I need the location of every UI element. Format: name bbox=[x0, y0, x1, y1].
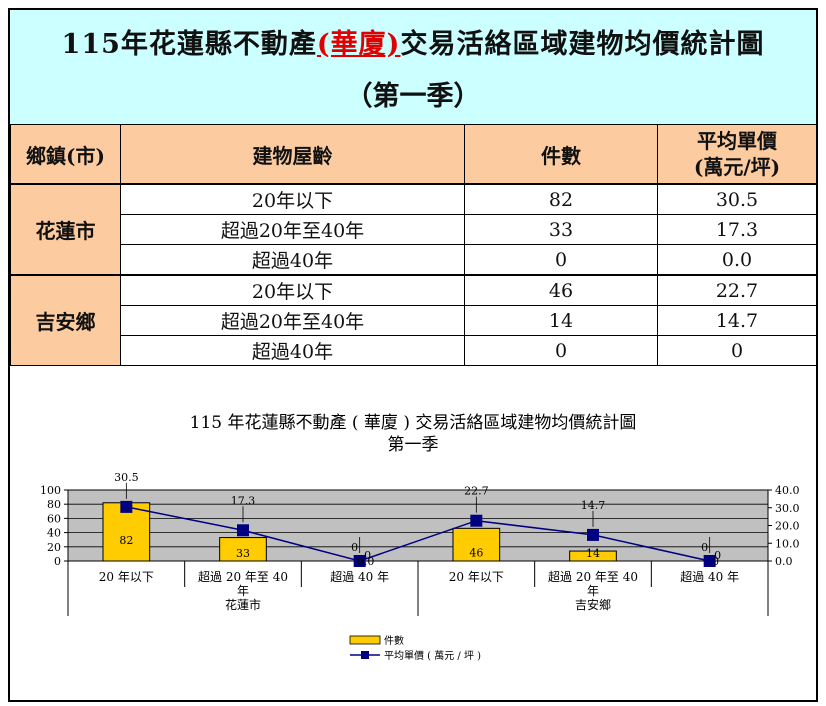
price-cell: 0 bbox=[657, 335, 817, 366]
right-tick-label: 40.0 bbox=[775, 484, 800, 497]
age-cell: 超過20年至40年 bbox=[120, 214, 465, 245]
age-cell: 超過20年至40年 bbox=[120, 305, 465, 336]
price-line bbox=[126, 506, 710, 562]
age-cell: 20年以下 bbox=[120, 183, 465, 215]
category-label: 20 年以下 bbox=[99, 570, 154, 584]
table-row: 花蓮市 20年以下 82 30.5 bbox=[10, 183, 817, 276]
table-row: 超過40年 0 0 bbox=[11, 335, 817, 366]
col-header-price: 平均單價 (萬元/坪) bbox=[657, 124, 817, 185]
town-cell: 花蓮市 bbox=[10, 183, 121, 276]
age-cell: 超過40年 bbox=[120, 335, 465, 366]
chart-area: 115 年花蓮縣不動產 ( 華廈 ) 交易活絡區域建物均價統計圖 第一季 0 20 40… bbox=[10, 372, 816, 702]
left-tick-label: 60 bbox=[47, 512, 61, 525]
chart-title: 115 年花蓮縣不動產 ( 華廈 ) 交易活絡區域建物均價統計圖 bbox=[190, 413, 637, 433]
left-tick-label: 100 bbox=[40, 484, 61, 497]
group-label: 吉安鄉 bbox=[575, 597, 611, 612]
bar-2 bbox=[219, 537, 267, 562]
bar-value-label: 14 bbox=[586, 547, 600, 560]
table-row: 超過40年 0 0.0 bbox=[11, 244, 817, 276]
right-tick-label: 20.0 bbox=[775, 520, 800, 533]
price-cell: 30.5 bbox=[657, 183, 817, 215]
table-header-row: 鄉鎮(市) 建物屋齡 件數 平均單價 (萬元/坪) bbox=[10, 124, 817, 185]
count-cell: 82 bbox=[464, 183, 658, 215]
bar-value-label: 82 bbox=[119, 534, 133, 547]
right-tick-label: 0.0 bbox=[775, 555, 793, 568]
count-cell: 0 bbox=[464, 244, 658, 276]
bar-5 bbox=[569, 550, 617, 562]
left-tick-label: 40 bbox=[47, 527, 61, 540]
title-highlight: (華廈) bbox=[316, 29, 401, 60]
legend-line-marker bbox=[361, 651, 369, 659]
price-cell: 14.7 bbox=[657, 305, 817, 336]
group-label: 花蓮市 bbox=[225, 597, 261, 612]
bar-value-label: 46 bbox=[469, 547, 483, 560]
right-tick-label: 30.0 bbox=[775, 502, 800, 515]
category-label: 超過 20 年至 40 bbox=[198, 569, 288, 584]
count-cell: 14 bbox=[464, 305, 658, 336]
bar-value-label: 0 bbox=[714, 549, 721, 562]
price-cell: 17.3 bbox=[657, 214, 817, 245]
price-marker-6 bbox=[703, 555, 716, 567]
col-header-age: 建物屋齡 bbox=[120, 124, 465, 185]
bar-value-label: 33 bbox=[236, 547, 250, 560]
price-value-label: 0.0 bbox=[357, 555, 375, 568]
category-label: 超過 40 年 bbox=[680, 569, 739, 584]
price-cell: 0.0 bbox=[657, 244, 817, 276]
legend-bar-label: 件數 bbox=[384, 634, 404, 647]
title-suffix: 交易活絡區域建物均價統計圖 bbox=[400, 29, 765, 60]
count-cell: 33 bbox=[464, 214, 658, 245]
left-tick-label: 0 bbox=[54, 555, 61, 568]
chart-subtitle: 第一季 bbox=[388, 435, 439, 455]
category-label-wrap: 年 bbox=[237, 584, 249, 598]
price-table: 鄉鎮(市) 建物屋齡 件數 平均單價 (萬元/坪) 花蓮市 20年以下 82 3… bbox=[10, 124, 817, 366]
report-frame: 115年花蓮縣不動產(華廈)交易活絡區域建物均價統計圖 （第一季） 鄉鎮(市) … bbox=[8, 8, 818, 702]
age-cell: 超過40年 bbox=[120, 244, 465, 276]
category-label: 超過 20 年至 40 bbox=[548, 569, 638, 584]
combo-chart: 115 年花蓮縣不動產 ( 華廈 ) 交易活絡區域建物均價統計圖第一季02040… bbox=[40, 413, 800, 662]
price-value-label: 14.7 bbox=[581, 499, 606, 512]
price-value-label-zero: 0 bbox=[701, 541, 708, 554]
price-marker-5 bbox=[587, 528, 599, 541]
price-marker-4 bbox=[470, 514, 483, 527]
category-label-wrap: 年 bbox=[587, 584, 599, 598]
price-value-label: 22.7 bbox=[464, 485, 489, 498]
price-marker-1 bbox=[120, 500, 133, 513]
price-value-label: 0 bbox=[712, 555, 719, 568]
age-cell: 20年以下 bbox=[120, 274, 465, 306]
col-header-count: 件數 bbox=[464, 124, 658, 185]
legend-bar-swatch bbox=[349, 635, 381, 645]
plot-area bbox=[67, 489, 769, 562]
title-prefix: 115年花蓮縣不動產 bbox=[61, 29, 317, 60]
table-row: 超過20年至40年 33 17.3 bbox=[11, 214, 817, 245]
category-label: 20 年以下 bbox=[449, 570, 504, 584]
price-value-label: 17.3 bbox=[231, 494, 256, 507]
price-marker-2 bbox=[237, 524, 249, 537]
left-tick-label: 80 bbox=[47, 498, 61, 511]
count-cell: 0 bbox=[464, 335, 658, 366]
bar-4 bbox=[452, 527, 501, 562]
col-header-town: 鄉鎮(市) bbox=[10, 124, 121, 185]
legend-line-label: 平均單價 ( 萬元 / 坪 ) bbox=[384, 649, 481, 662]
price-value-label-zero: 0 bbox=[351, 541, 358, 554]
count-cell: 46 bbox=[464, 274, 658, 306]
page-subtitle: （第一季） bbox=[345, 81, 481, 112]
price-marker-3 bbox=[353, 555, 366, 567]
town-cell: 吉安鄉 bbox=[10, 274, 121, 366]
category-label: 超過 40 年 bbox=[330, 569, 389, 584]
table-row: 吉安鄉 20年以下 46 22.7 bbox=[10, 274, 817, 366]
price-value-label: 30.5 bbox=[114, 471, 139, 484]
bar-value-label: 0 bbox=[364, 549, 371, 562]
left-tick-label: 20 bbox=[47, 541, 61, 554]
price-cell: 22.7 bbox=[657, 274, 817, 306]
title-box: 115年花蓮縣不動產(華廈)交易活絡區域建物均價統計圖 （第一季） bbox=[10, 10, 816, 126]
table-row: 超過20年至40年 14 14.7 bbox=[11, 305, 817, 336]
right-tick-label: 10.0 bbox=[775, 537, 800, 550]
page-title: 115年花蓮縣不動產(華廈)交易活絡區域建物均價統計圖 bbox=[10, 22, 816, 61]
